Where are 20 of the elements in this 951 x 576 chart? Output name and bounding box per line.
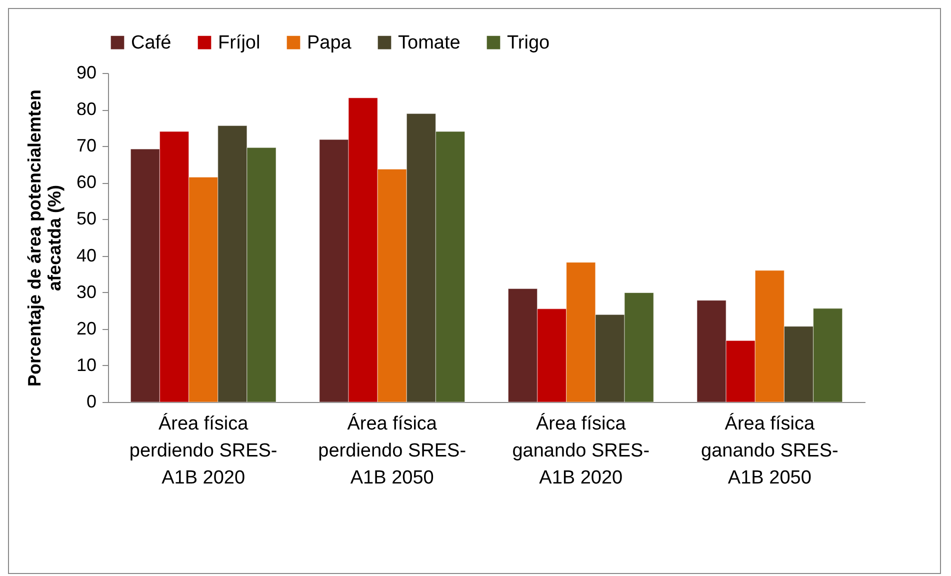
y-tick-label: 20 [76, 318, 96, 338]
x-tick-label: Área física ganando SRES-A1B 2020 [512, 412, 650, 488]
y-tick-label: 90 [76, 62, 96, 82]
legend-label: Fríjol [218, 32, 260, 54]
legend-label: Café [131, 32, 172, 54]
y-tick-label: 60 [76, 172, 96, 192]
y-axis-title: Porcentaje de área potencialemten afecatda (%) [24, 89, 64, 387]
x-tick-label: Área física perdiendo SRES-A1B 2050 [318, 412, 466, 488]
y-tick-label: 80 [76, 99, 96, 120]
y-tick-label: 50 [76, 208, 96, 229]
x-tick-label: Área física perdiendo SRES-A1B 2020 [129, 412, 278, 488]
y-tick-label: 10 [76, 354, 96, 375]
legend-label: Trigo [507, 32, 550, 54]
legend-label: Papa [307, 32, 352, 54]
y-tick-label: 30 [76, 282, 96, 302]
x-tick-label: Área física ganando SRES-A1B 2050 [701, 412, 838, 488]
y-tick-label: 0 [86, 392, 96, 412]
y-tick-label: 40 [76, 245, 96, 266]
y-tick-label: 70 [76, 136, 96, 156]
legend-label: Tomate [398, 32, 460, 54]
